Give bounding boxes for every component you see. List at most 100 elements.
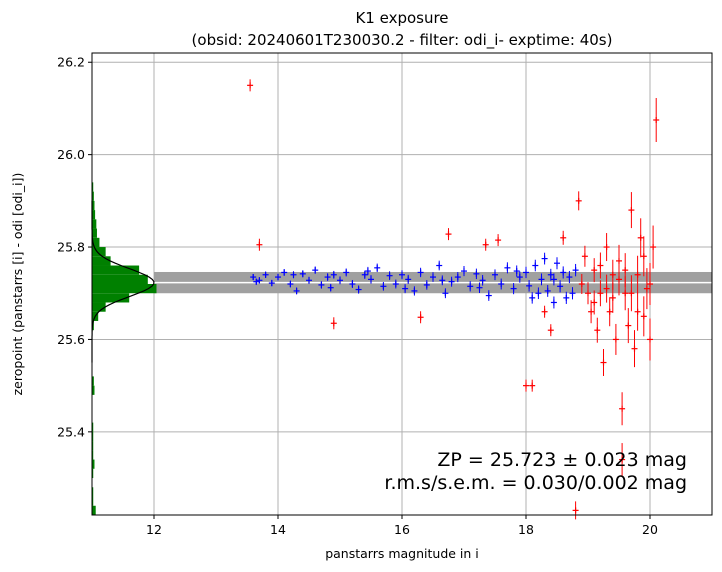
used-point bbox=[337, 276, 343, 285]
used-point bbox=[554, 257, 560, 270]
used-point bbox=[572, 263, 579, 277]
used-point bbox=[327, 283, 334, 292]
rejected-point bbox=[619, 443, 626, 477]
histogram-bar bbox=[92, 302, 106, 312]
y-tick-label: 26.0 bbox=[57, 147, 85, 162]
rejected-point bbox=[606, 297, 613, 327]
rejected-point bbox=[640, 296, 647, 337]
rejected-point bbox=[640, 236, 647, 277]
histogram-bar bbox=[92, 182, 94, 192]
used-point bbox=[538, 273, 545, 286]
histogram-bar bbox=[92, 450, 94, 460]
used-point bbox=[547, 268, 554, 281]
rejected-point bbox=[523, 379, 529, 392]
zeropoint-annotation: ZP = 25.723 ± 0.023 mag bbox=[437, 449, 687, 471]
used-point bbox=[557, 280, 564, 293]
y-tick-label: 25.6 bbox=[57, 332, 85, 347]
used-point bbox=[399, 270, 405, 280]
rejected-point bbox=[603, 274, 610, 303]
plot-area bbox=[91, 52, 713, 520]
used-point bbox=[492, 269, 498, 281]
x-tick-label: 14 bbox=[270, 522, 286, 537]
y-tick-label: 25.8 bbox=[57, 240, 85, 255]
used-point bbox=[281, 269, 288, 276]
used-point bbox=[523, 266, 529, 279]
histogram-bar bbox=[92, 487, 94, 497]
used-point bbox=[262, 271, 269, 278]
x-tick-label: 18 bbox=[518, 522, 534, 537]
rejected-point bbox=[603, 233, 610, 262]
used-point bbox=[544, 285, 551, 297]
rejected-point bbox=[650, 225, 657, 269]
histogram-bar bbox=[92, 256, 111, 266]
used-point bbox=[436, 260, 443, 271]
used-point bbox=[306, 276, 312, 284]
histogram-bar bbox=[92, 210, 96, 220]
rejected-point bbox=[653, 97, 660, 142]
used-point bbox=[513, 265, 520, 277]
chart-title: K1 exposure bbox=[355, 9, 448, 27]
rejected-point bbox=[417, 311, 424, 324]
used-point bbox=[268, 279, 275, 287]
used-point bbox=[541, 252, 548, 265]
histogram-bar bbox=[92, 505, 96, 515]
used-point bbox=[430, 272, 436, 282]
histogram-bar bbox=[92, 191, 94, 201]
rejected-point bbox=[585, 282, 591, 305]
used-point bbox=[566, 270, 573, 284]
rejected-point bbox=[643, 268, 650, 310]
rejected-point bbox=[634, 292, 641, 331]
rejected-point bbox=[616, 263, 622, 296]
rejected-point bbox=[600, 349, 607, 377]
used-point bbox=[386, 271, 393, 281]
rms-annotation: r.m.s/s.e.m. = 0.030/0.002 mag bbox=[384, 472, 687, 494]
histogram-bar bbox=[92, 228, 97, 238]
used-point bbox=[368, 275, 374, 284]
rejected-point bbox=[247, 79, 254, 92]
histogram-bar bbox=[92, 385, 95, 395]
rejected-point bbox=[529, 379, 536, 392]
rejected-point bbox=[578, 274, 585, 294]
x-tick-label: 20 bbox=[642, 522, 658, 537]
x-tick-label: 16 bbox=[394, 522, 410, 537]
y-ticks: 25.4 25.6 25.8 26.0 26.2 bbox=[57, 55, 92, 439]
rejected-point bbox=[597, 280, 604, 307]
used-point bbox=[473, 268, 480, 280]
rejected-point bbox=[622, 253, 629, 288]
used-point bbox=[275, 273, 281, 281]
y-tick-label: 25.4 bbox=[57, 424, 85, 439]
used-point bbox=[485, 290, 492, 301]
rejected-point bbox=[647, 318, 653, 361]
used-point bbox=[448, 276, 455, 287]
histogram-bar bbox=[92, 219, 97, 229]
histogram-bar bbox=[92, 274, 148, 284]
used-point bbox=[361, 270, 368, 279]
rejected-point bbox=[594, 317, 601, 343]
rejected-point bbox=[591, 290, 598, 315]
histogram-bar bbox=[92, 284, 157, 294]
rejected-point bbox=[445, 228, 452, 241]
rejected-point bbox=[631, 330, 638, 368]
rejected-point bbox=[597, 252, 604, 279]
rejected-point bbox=[588, 300, 595, 324]
rejected-point bbox=[619, 392, 626, 426]
rejected-point bbox=[256, 238, 263, 251]
histogram-bar bbox=[92, 247, 106, 257]
rejected-point bbox=[628, 275, 635, 312]
used-point bbox=[293, 287, 300, 295]
rejected-point bbox=[575, 191, 582, 211]
used-point bbox=[550, 273, 557, 286]
used-point bbox=[324, 273, 331, 281]
histogram-bar bbox=[92, 441, 94, 451]
used-point bbox=[380, 281, 387, 291]
rejected-point bbox=[560, 230, 567, 245]
histogram-bar bbox=[92, 468, 94, 479]
rejected-point bbox=[637, 218, 644, 258]
used-point bbox=[510, 283, 517, 295]
used-point bbox=[454, 272, 461, 283]
rejected-point bbox=[572, 501, 579, 520]
used-point bbox=[392, 279, 399, 289]
used-point bbox=[442, 288, 449, 299]
rejected-point bbox=[495, 234, 502, 247]
